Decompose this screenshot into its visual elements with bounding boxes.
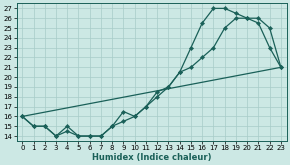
X-axis label: Humidex (Indice chaleur): Humidex (Indice chaleur)	[92, 152, 211, 162]
